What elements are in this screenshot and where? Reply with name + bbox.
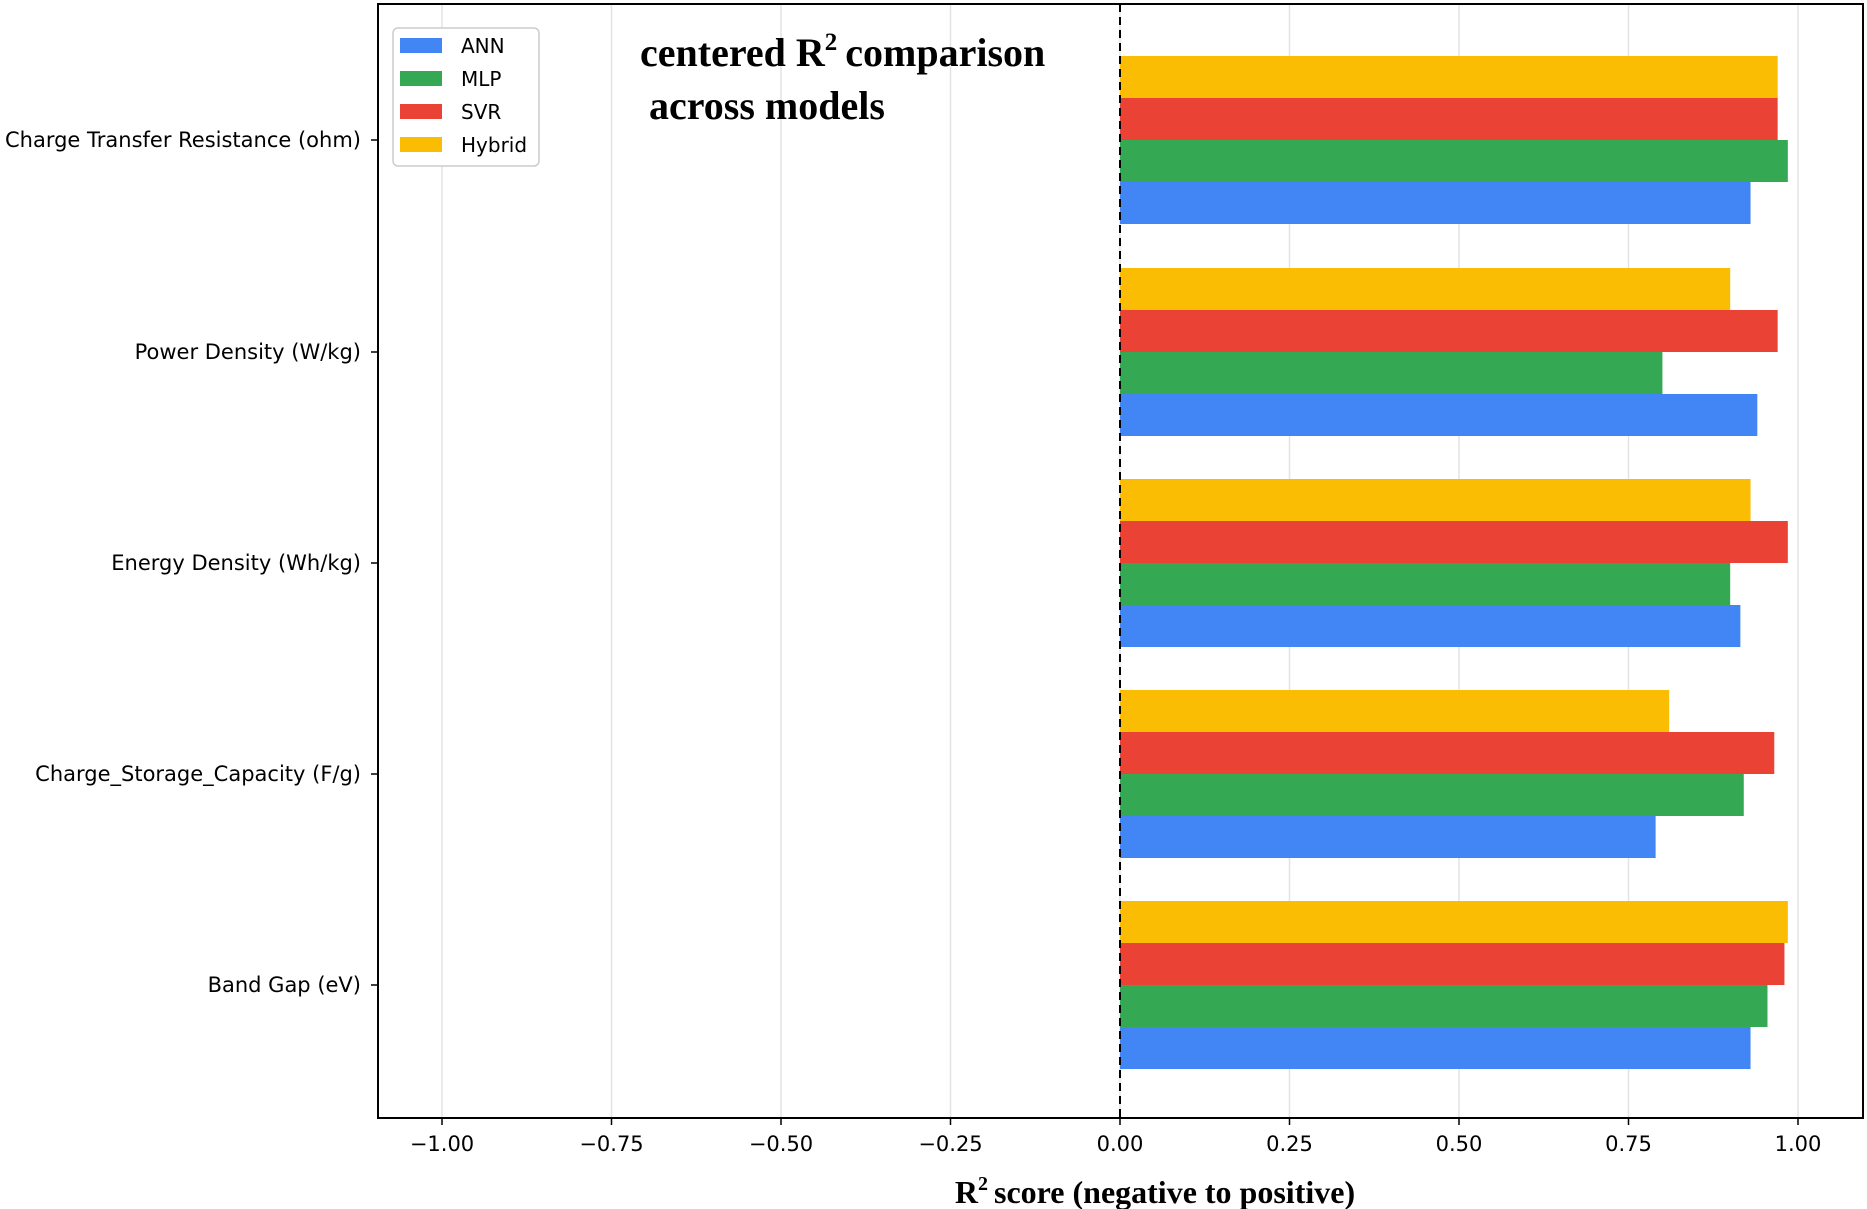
- x-tick-label: 0.25: [1266, 1132, 1313, 1156]
- chart-title-part2: comparison: [845, 30, 1045, 75]
- chart-title-part1: centered R: [640, 30, 826, 75]
- legend: ANN MLP SVR Hybrid: [392, 27, 540, 167]
- bar-mlp-4: [1120, 774, 1744, 816]
- bar-svr-2: [1120, 310, 1778, 352]
- bar-ann-4: [1120, 816, 1656, 858]
- y-category-label: Charge_Storage_Capacity (F/g): [35, 762, 361, 787]
- bar-svr-5: [1120, 943, 1785, 985]
- legend-label-ann: ANN: [461, 34, 505, 58]
- bar-svr-4: [1120, 732, 1775, 774]
- legend-label-hybrid: Hybrid: [461, 133, 527, 157]
- y-category-label: Energy Density (Wh/kg): [111, 551, 361, 575]
- bar-ann-5: [1120, 1027, 1751, 1069]
- x-axis-label-prefix: R: [955, 1174, 979, 1209]
- y-category-label: Power Density (W/kg): [135, 340, 361, 364]
- bar-hybrid-3: [1120, 479, 1751, 521]
- legend-label-svr: SVR: [461, 100, 501, 124]
- bar-hybrid-1: [1120, 56, 1778, 98]
- x-tick-label: −0.25: [918, 1132, 982, 1156]
- x-tick-label: −1.00: [410, 1132, 474, 1156]
- chart-title: centered R2 comparison: [640, 29, 1045, 75]
- y-category-label: Charge Transfer Resistance (ohm): [5, 128, 361, 152]
- bar-mlp-1: [1120, 140, 1788, 182]
- bar-mlp-3: [1120, 563, 1731, 605]
- y-axis-ticks: Charge Transfer Resistance (ohm) Power De…: [5, 128, 378, 997]
- x-tick-label: −0.75: [579, 1132, 643, 1156]
- x-tick-label: 0.00: [1097, 1132, 1144, 1156]
- bar-hybrid-5: [1120, 901, 1788, 943]
- bar-ann-1: [1120, 182, 1751, 224]
- bar-hybrid-2: [1120, 268, 1731, 310]
- x-tick-label: 0.50: [1436, 1132, 1483, 1156]
- bar-hybrid-4: [1120, 690, 1670, 732]
- bar-svr-3: [1120, 521, 1788, 563]
- x-tick-label: 0.75: [1605, 1132, 1652, 1156]
- x-axis-label: R2 score (negative to positive): [955, 1173, 1355, 1209]
- bar-mlp-2: [1120, 352, 1663, 394]
- legend-label-mlp: MLP: [461, 67, 501, 91]
- legend-swatch-hybrid: [400, 137, 442, 152]
- legend-frame: [392, 27, 540, 167]
- legend-swatch-svr: [400, 104, 442, 119]
- chart-title-superscript: 2: [825, 29, 838, 56]
- bar-svr-1: [1120, 98, 1778, 140]
- bars: [1120, 56, 1788, 1069]
- x-tick-label: −0.50: [749, 1132, 813, 1156]
- x-tick-label: 1.00: [1775, 1132, 1822, 1156]
- bar-mlp-5: [1120, 985, 1768, 1027]
- legend-swatch-mlp: [400, 71, 442, 86]
- x-axis-ticks: −1.00 −0.75 −0.50 −0.25 0.00 0.25 0.50 0.75 1.00: [410, 1118, 1822, 1156]
- chart-title-line2: across models: [649, 83, 885, 128]
- legend-swatch-ann: [400, 38, 442, 53]
- bar-ann-3: [1120, 605, 1741, 647]
- x-axis-label-suffix: score (negative to positive): [994, 1174, 1355, 1209]
- bar-ann-2: [1120, 394, 1758, 436]
- y-category-label: Band Gap (eV): [208, 973, 361, 997]
- x-axis-label-superscript: 2: [978, 1173, 988, 1195]
